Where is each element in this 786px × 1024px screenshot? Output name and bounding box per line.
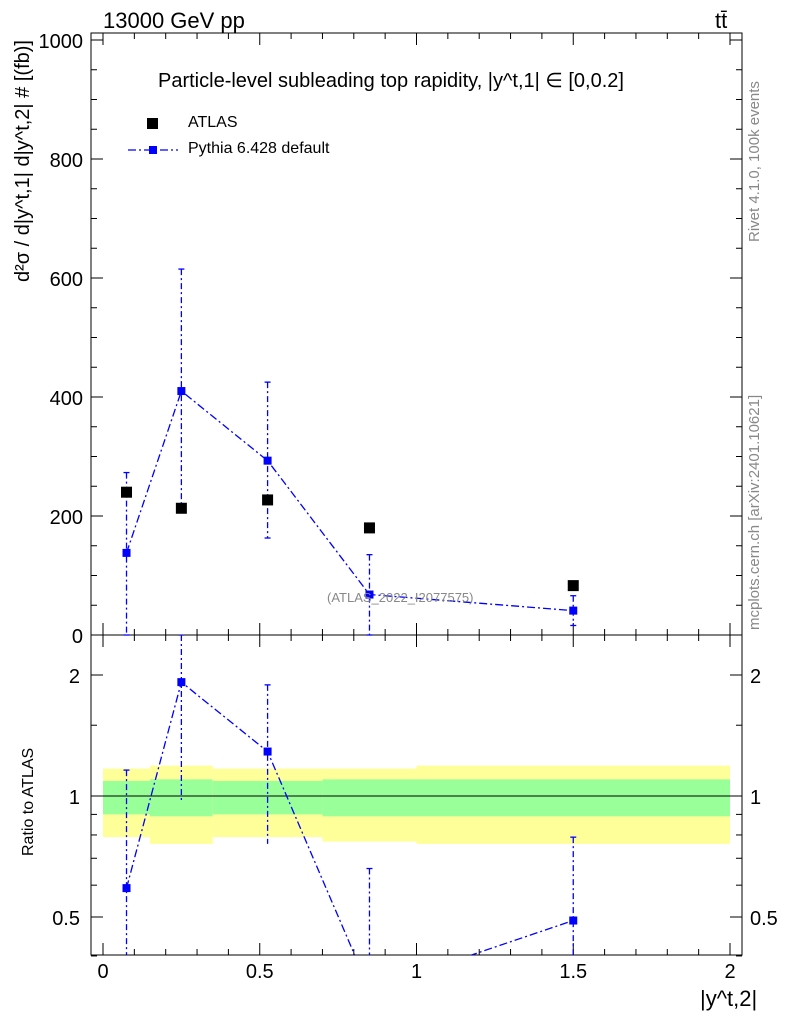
mc-marker [365,590,374,599]
ratio-ytick-label-right: 1 [750,787,761,809]
xlabel: |y^t,2| [700,986,758,1011]
ratio-marker [177,678,186,687]
ratio-xtick-label: 0 [97,961,108,983]
ratio-ytick-label: 2 [69,666,80,688]
mc-line [125,389,574,612]
legend-label-pythia: Pythia 6.428 default [188,140,330,157]
mc-marker [122,548,131,557]
ratio-band-inner [322,779,417,817]
ratio-marker [569,916,578,925]
atlas-data-marker [262,494,274,506]
main-ylabel: d²σ / d|y^t,1| d|y^t,2| # [(fb)] [12,40,34,282]
main-ytick-label: 400 [50,388,83,410]
ratio-marker [365,986,373,994]
chart-title: Particle-level subleading top rapidity, … [158,68,624,93]
ratio-marker [122,884,131,893]
ratio-band-inner [416,779,730,817]
ratio-series-group [122,635,578,994]
ratio-xtick-label: 0.5 [246,961,274,983]
atlas-data-marker [567,580,579,592]
chart-title-text: Particle-level subleading top rapidity, … [158,70,624,92]
legend-label-atlas: ATLAS [188,114,238,131]
mc-marker [263,456,272,465]
energy-label: 13000 GeV pp [103,8,245,33]
atlas-data-marker [363,522,375,534]
atlas-data-marker [121,486,133,498]
mc-marker [569,606,578,615]
legend-marker-pythia [149,146,157,154]
main-ytick-label: 200 [50,507,83,529]
main-ytick-label: 1000 [39,31,84,53]
mcplots-label: mcplots.cern.ch [arXiv:2401.10621] [746,394,763,630]
ratio-ytick-label-right: 2 [750,666,761,688]
analysis-id: (ATLAS_2022_I2077575) [327,590,474,605]
main-ytick-label: 800 [50,150,83,172]
rivet-label: Rivet 4.1.0, 100k events [746,81,763,242]
ratio-ylabel: Ratio to ATLAS [20,747,37,856]
legend-marker-atlas [147,118,158,129]
process-label: tt̄ [715,8,728,33]
ratio-xtick-label: 1 [411,961,422,983]
main-ytick-label: 600 [50,269,83,291]
ratio-ytick-label: 1 [69,787,80,809]
atlas-data-marker [175,502,187,514]
mc-marker [177,387,186,396]
ratio-xtick-label: 1.5 [559,961,587,983]
ratio-xtick-label: 2 [724,961,735,983]
ratio-ytick-label-right: 0.5 [750,908,778,930]
main-ytick-label: 0 [72,626,83,648]
ratio-marker [263,747,272,756]
ratio-ytick-label: 0.5 [52,908,80,930]
